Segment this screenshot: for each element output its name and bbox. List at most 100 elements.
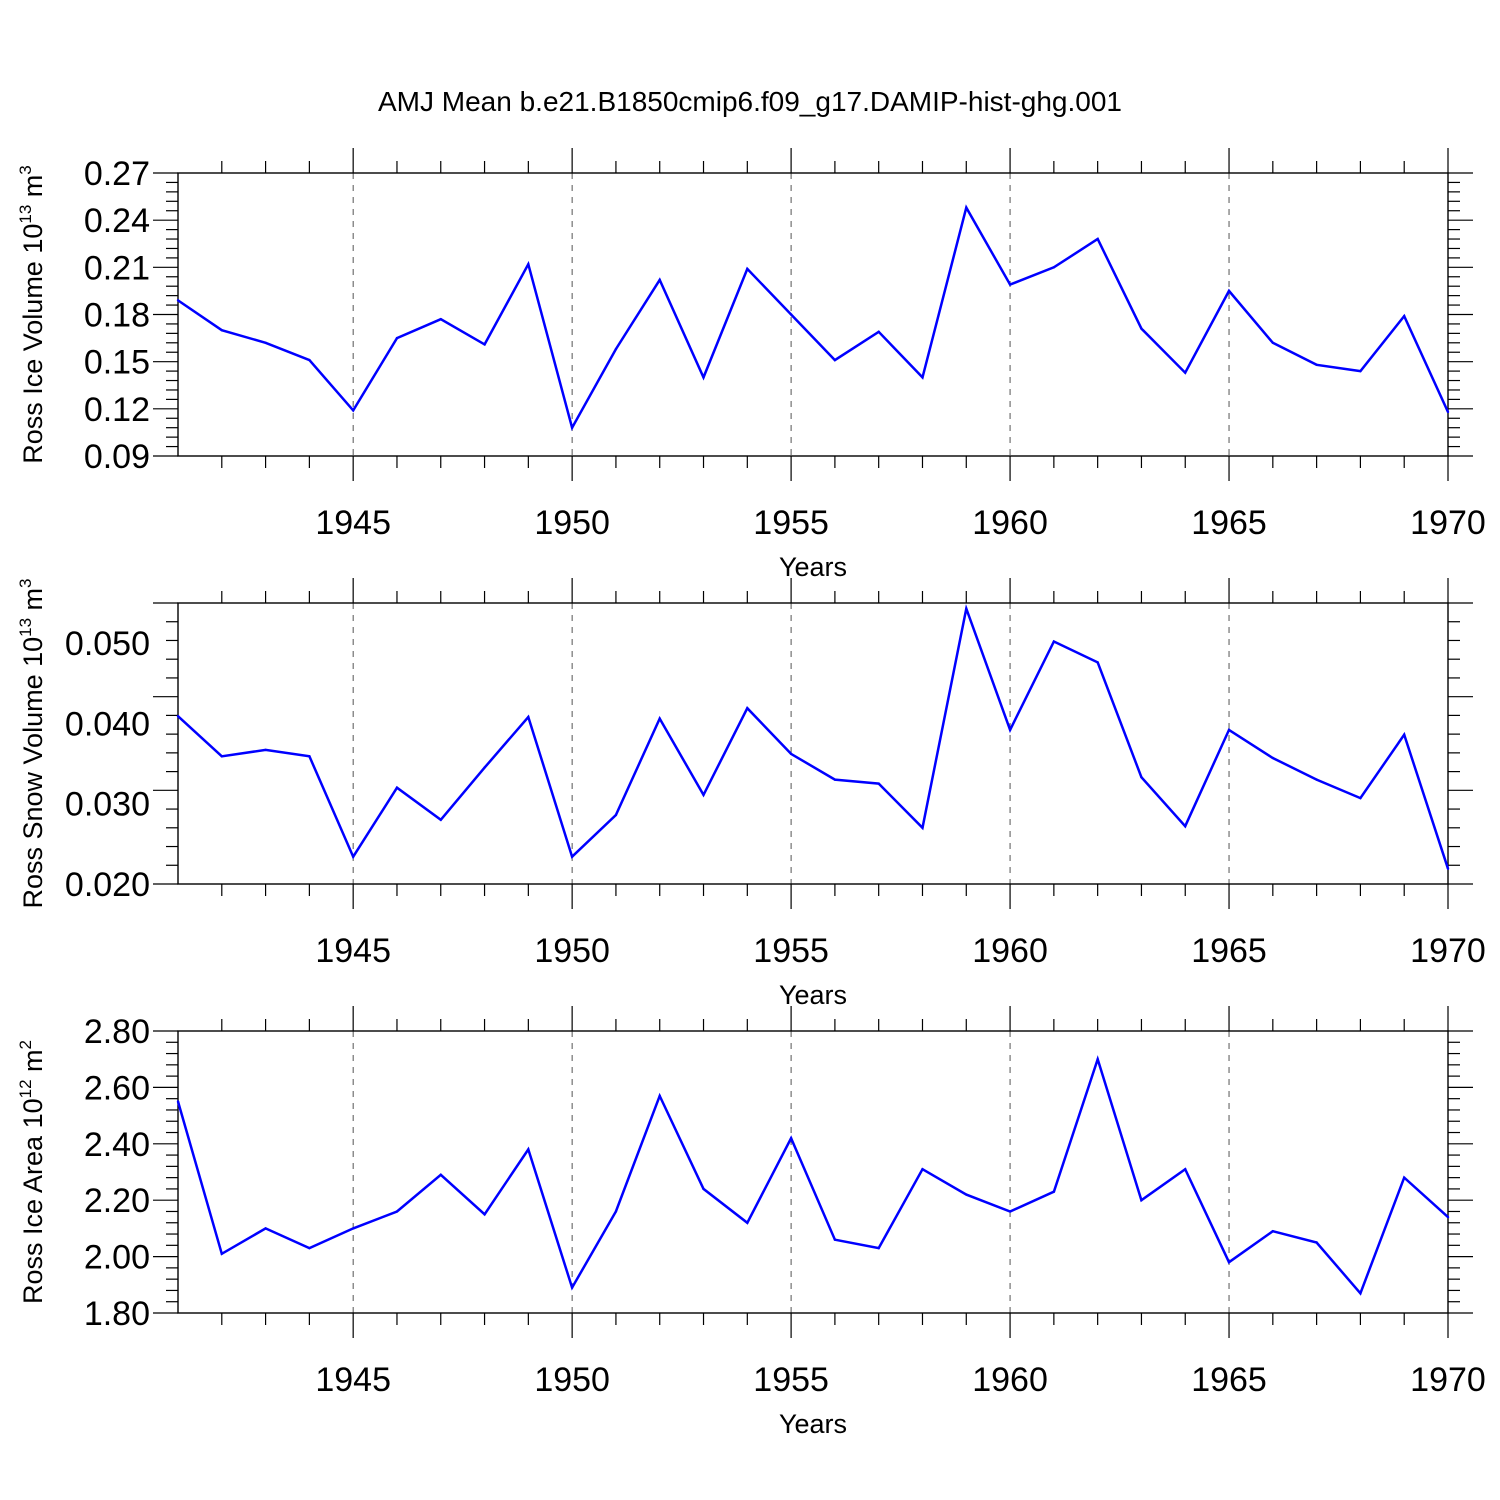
- data-point: [264, 341, 267, 344]
- data-point: [658, 717, 661, 720]
- data-point: [527, 262, 530, 266]
- data-point: [833, 358, 837, 362]
- y-tick-label: 2.80: [84, 1013, 150, 1051]
- data-point: [527, 1148, 530, 1151]
- data-point: [264, 748, 267, 752]
- y-axis-label: Ross Ice Volume 1013 m3: [16, 165, 48, 464]
- data-point: [308, 755, 311, 758]
- y-tick-label: 0.12: [84, 391, 150, 429]
- data-point: [1052, 266, 1056, 269]
- plot-frame: [177, 602, 1449, 885]
- data-point: [308, 358, 311, 362]
- data-point: [570, 426, 574, 429]
- data-point: [1052, 640, 1056, 643]
- data-point: [1184, 824, 1187, 828]
- data-point: [1446, 867, 1450, 870]
- y-tick-label: 0.15: [84, 344, 150, 382]
- data-point: [1184, 1167, 1187, 1171]
- data-point: [614, 1210, 618, 1213]
- data-point: [614, 813, 618, 817]
- data-point: [439, 318, 442, 321]
- data-point: [220, 1252, 223, 1255]
- data-point: [833, 778, 837, 781]
- x-tick-label: 1970: [1410, 1361, 1486, 1399]
- data-point: [1403, 314, 1406, 318]
- data-point: [395, 336, 399, 340]
- data-point: [439, 1173, 442, 1177]
- y-tick-label: 0.050: [65, 625, 150, 663]
- data-point: [570, 855, 574, 858]
- data-point: [921, 1167, 924, 1171]
- data-point: [965, 1193, 968, 1196]
- x-tick-label: 1960: [972, 1361, 1048, 1399]
- data-point: [1271, 341, 1275, 344]
- data-point: [877, 1246, 880, 1250]
- y-tick-label: 2.40: [84, 1126, 150, 1164]
- data-point: [1446, 1215, 1450, 1219]
- y-tick-label: 0.27: [84, 155, 150, 193]
- data-point: [1227, 289, 1231, 293]
- y-tick-label: 2.20: [84, 1182, 150, 1220]
- data-point: [1096, 1058, 1099, 1061]
- data-point: [746, 1221, 749, 1224]
- data-point: [351, 1227, 355, 1230]
- data-point: [746, 706, 749, 710]
- data-point: [877, 330, 880, 333]
- data-point: [1446, 410, 1450, 414]
- data-point: [176, 715, 180, 718]
- data-point: [1315, 363, 1318, 367]
- data-point: [570, 1286, 574, 1289]
- data-point: [308, 1246, 311, 1250]
- x-tick-label: 1955: [753, 504, 829, 542]
- data-point: [1096, 661, 1099, 664]
- x-tick-label: 1970: [1410, 504, 1486, 542]
- x-axis-label: Years: [779, 980, 847, 1010]
- data-point: [658, 278, 661, 282]
- data-point: [746, 267, 749, 271]
- data-point: [1140, 776, 1143, 779]
- data-point: [351, 409, 355, 412]
- y-tick-label: 1.80: [84, 1295, 150, 1333]
- series-line: [177, 204, 1450, 432]
- data-point: [965, 206, 968, 209]
- x-tick-label: 1965: [1191, 1361, 1267, 1399]
- data-point: [176, 299, 180, 302]
- y-tick-label: 0.020: [65, 866, 150, 904]
- x-tick-label: 1950: [534, 1361, 610, 1399]
- data-point: [789, 752, 793, 756]
- data-point: [877, 782, 880, 785]
- data-point: [439, 818, 442, 821]
- data-point: [220, 329, 223, 332]
- data-point: [702, 793, 705, 797]
- x-tick-label: 1960: [972, 932, 1048, 970]
- data-point: [220, 755, 223, 758]
- data-point: [264, 1227, 267, 1230]
- data-point: [789, 1136, 793, 1140]
- data-point: [1140, 1199, 1143, 1202]
- x-tick-label: 1965: [1191, 504, 1267, 542]
- x-tick-label: 1945: [315, 1361, 391, 1399]
- y-tick-label: 0.21: [84, 249, 150, 287]
- x-tick-label: 1965: [1191, 932, 1267, 970]
- x-tick-label: 1955: [753, 932, 829, 970]
- plot-frame: [177, 1030, 1449, 1314]
- y-tick-label: 0.030: [65, 786, 150, 824]
- data-point: [921, 826, 924, 829]
- x-tick-label: 1950: [534, 932, 610, 970]
- y-axis-label: Ross Ice Area 1012 m2: [16, 1040, 48, 1304]
- data-point: [965, 607, 968, 610]
- data-point: [1008, 1210, 1012, 1213]
- data-point: [1052, 1190, 1056, 1193]
- data-point: [395, 786, 399, 789]
- data-point: [1184, 371, 1187, 374]
- data-point: [1271, 1230, 1275, 1233]
- data-point: [483, 343, 486, 346]
- y-tick-label: 0.09: [84, 438, 150, 476]
- data-point: [1140, 327, 1143, 330]
- y-tick-label: 0.24: [84, 202, 150, 240]
- data-point: [1359, 369, 1362, 373]
- data-point: [702, 1187, 705, 1191]
- data-point: [789, 313, 793, 316]
- data-point: [1403, 733, 1406, 736]
